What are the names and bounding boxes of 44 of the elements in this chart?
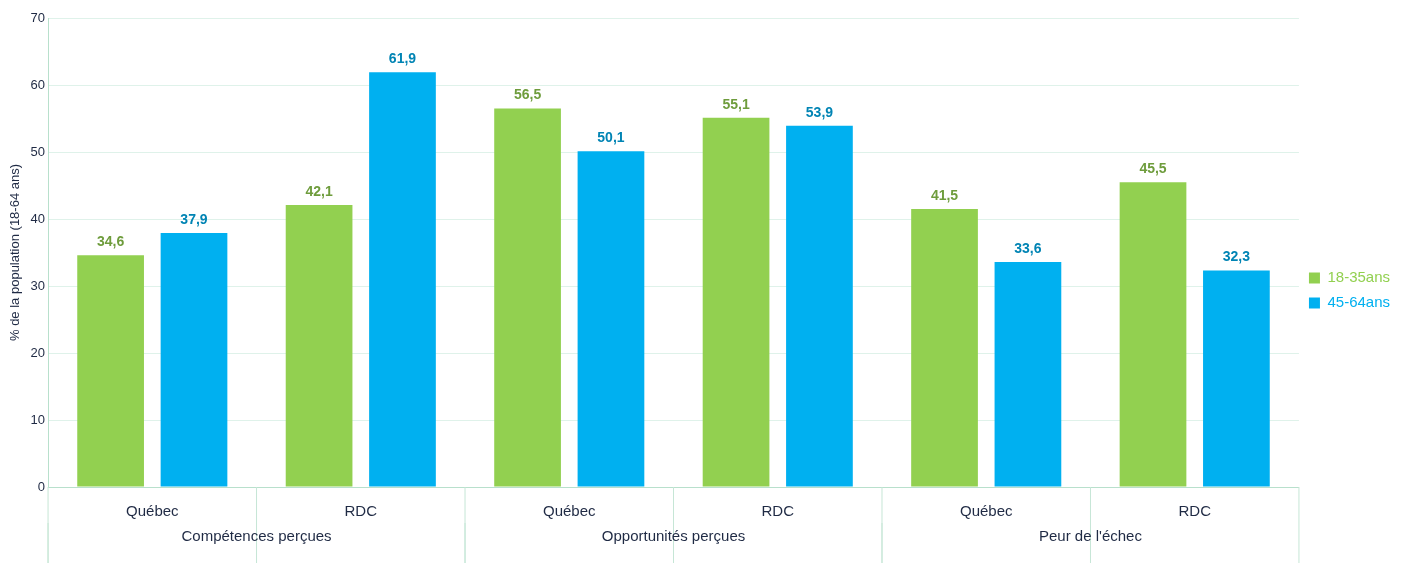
data-label: 42,1 bbox=[305, 182, 333, 199]
bar bbox=[577, 151, 645, 487]
text: Peur de l'échec bbox=[1039, 527, 1143, 545]
x-tick-label: RDC bbox=[344, 502, 378, 520]
data-label: 37,9 bbox=[180, 210, 208, 227]
data-label: 41,5 bbox=[930, 186, 959, 203]
bar bbox=[911, 208, 978, 487]
y-tick-label: 70 bbox=[30, 9, 46, 25]
y-axis-title: % de la population (18-64 ans) bbox=[7, 163, 23, 342]
data-label: 55,1 bbox=[722, 95, 750, 112]
y-tick-label: 0 bbox=[37, 478, 46, 494]
data-label: 45,5 bbox=[1139, 160, 1167, 177]
bar bbox=[994, 261, 1062, 487]
data-label: 61,9 bbox=[388, 50, 417, 67]
x-tick-label: Québec bbox=[126, 502, 180, 520]
data-label: 34,6 bbox=[96, 233, 125, 250]
data-label: 50,1 bbox=[597, 129, 625, 146]
data-label: 53,9 bbox=[805, 103, 834, 120]
bar bbox=[1203, 270, 1270, 487]
y-tick-label: 50 bbox=[30, 143, 46, 159]
bar bbox=[160, 233, 228, 487]
y-tick-label: 20 bbox=[30, 344, 46, 360]
bar bbox=[1119, 182, 1187, 487]
legend-label: 18-35ans bbox=[1327, 268, 1391, 286]
data-label: 56,5 bbox=[513, 86, 542, 103]
bar bbox=[77, 255, 144, 487]
x-tick-label: Québec bbox=[542, 502, 597, 520]
bar bbox=[702, 117, 770, 487]
bar bbox=[786, 125, 853, 487]
data-label: 32,3 bbox=[1222, 248, 1251, 265]
y-tick-label: 10 bbox=[30, 411, 46, 427]
y-tick-label: 30 bbox=[30, 277, 46, 293]
x-tick-label: Québec bbox=[959, 502, 1013, 520]
text: Compétences perçues bbox=[181, 527, 332, 545]
data-label: 33,6 bbox=[1014, 239, 1042, 256]
bar bbox=[369, 72, 436, 487]
x-tick-label: RDC bbox=[1178, 502, 1212, 520]
legend-label: 45-64ans bbox=[1327, 293, 1391, 311]
y-tick-label: 40 bbox=[30, 210, 46, 226]
bar bbox=[285, 204, 353, 487]
x-tick-label: RDC bbox=[761, 502, 795, 520]
text: Opportunités perçues bbox=[601, 527, 746, 545]
y-tick-label: 60 bbox=[30, 76, 46, 92]
bar bbox=[494, 108, 561, 487]
